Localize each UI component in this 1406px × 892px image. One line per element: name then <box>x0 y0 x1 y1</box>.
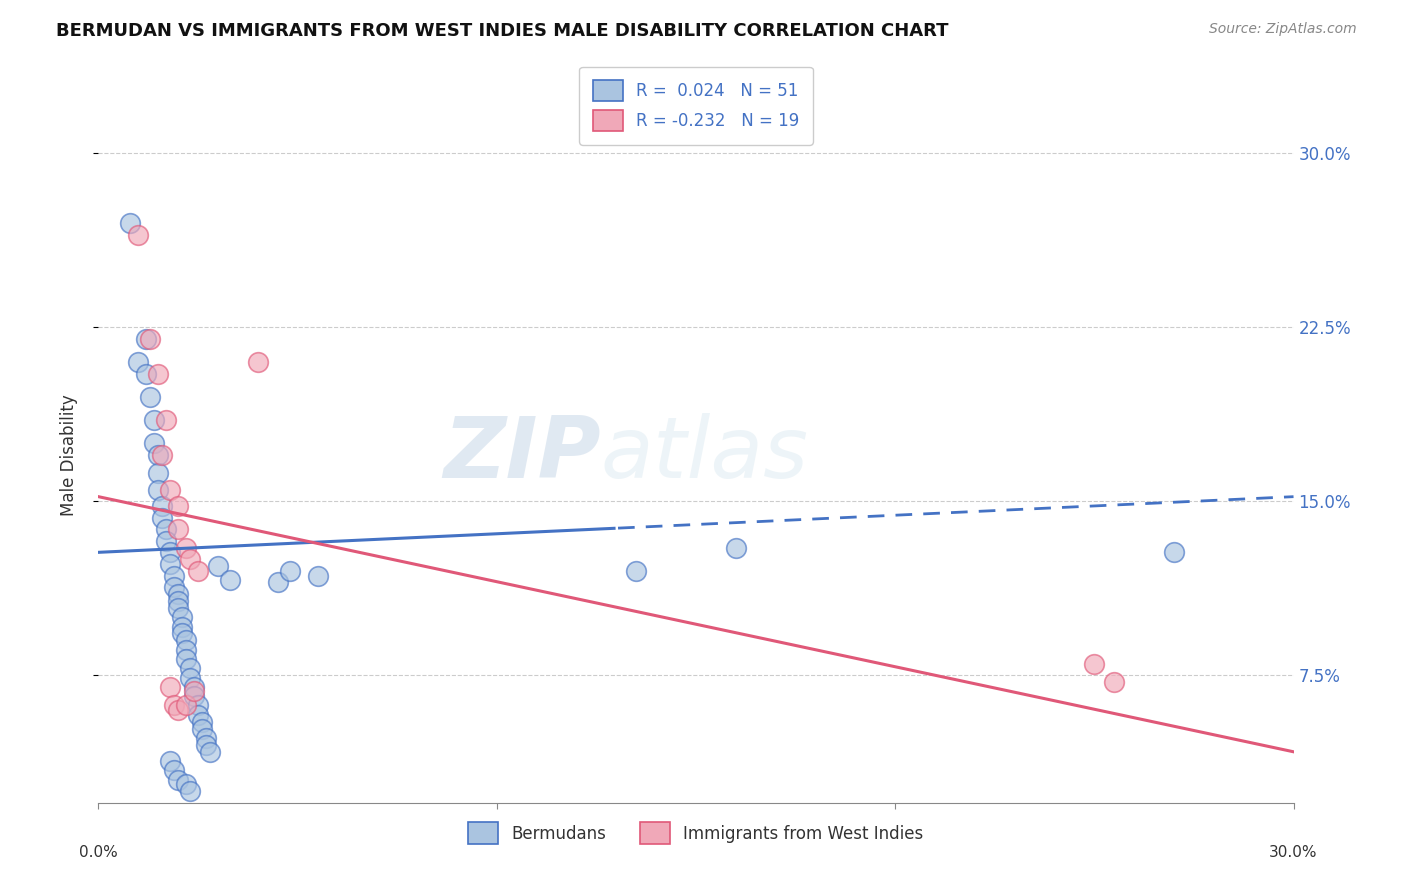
Point <box>172 626 194 640</box>
Point <box>183 689 205 703</box>
Point <box>307 568 329 582</box>
Point <box>1104 675 1126 690</box>
Text: ZIP: ZIP <box>443 413 600 497</box>
Point <box>155 413 177 427</box>
Legend: Bermudans, Immigrants from West Indies: Bermudans, Immigrants from West Indies <box>456 809 936 857</box>
Text: 30.0%: 30.0% <box>1270 845 1317 860</box>
Point <box>159 557 181 571</box>
Point <box>179 784 201 798</box>
Point <box>143 413 166 427</box>
Point <box>163 698 186 713</box>
Text: atlas: atlas <box>600 413 808 497</box>
Point <box>246 355 269 369</box>
Point <box>155 533 177 548</box>
Point <box>139 332 162 346</box>
Point <box>148 448 170 462</box>
Point <box>219 573 242 587</box>
Point <box>195 731 218 745</box>
Point <box>183 680 205 694</box>
Text: Source: ZipAtlas.com: Source: ZipAtlas.com <box>1209 22 1357 37</box>
Point <box>174 541 197 555</box>
Point <box>148 483 170 497</box>
Point <box>172 619 194 633</box>
Point <box>724 541 747 555</box>
Point <box>163 568 186 582</box>
Point <box>174 652 197 666</box>
Point <box>172 610 194 624</box>
Point <box>174 633 197 648</box>
Point <box>174 642 197 657</box>
Point <box>626 564 648 578</box>
Point <box>195 738 218 752</box>
Point <box>163 580 186 594</box>
Point <box>179 671 201 685</box>
Y-axis label: Male Disability: Male Disability <box>59 394 77 516</box>
Point <box>167 772 190 787</box>
Point <box>191 714 214 729</box>
Point <box>198 745 221 759</box>
Text: 0.0%: 0.0% <box>79 845 118 860</box>
Point <box>267 575 290 590</box>
Point <box>191 722 214 736</box>
Point <box>120 216 142 230</box>
Point <box>167 587 190 601</box>
Point <box>167 594 190 608</box>
Point <box>127 355 149 369</box>
Point <box>155 522 177 536</box>
Point <box>148 367 170 381</box>
Point <box>150 510 173 524</box>
Point <box>148 467 170 481</box>
Point <box>278 564 301 578</box>
Point <box>187 698 209 713</box>
Point <box>150 448 173 462</box>
Point <box>143 436 166 450</box>
Point <box>167 522 190 536</box>
Point <box>139 390 162 404</box>
Point <box>187 707 209 722</box>
Point <box>174 777 197 791</box>
Point <box>159 483 181 497</box>
Point <box>179 552 201 566</box>
Point <box>150 499 173 513</box>
Point <box>174 698 197 713</box>
Point <box>167 601 190 615</box>
Point <box>167 499 190 513</box>
Point <box>159 680 181 694</box>
Point <box>1083 657 1105 671</box>
Point <box>127 227 149 242</box>
Point <box>163 764 186 778</box>
Point <box>135 332 157 346</box>
Point <box>187 564 209 578</box>
Point <box>159 754 181 768</box>
Point <box>135 367 157 381</box>
Point <box>207 559 229 574</box>
Point <box>159 545 181 559</box>
Point <box>179 661 201 675</box>
Point <box>183 684 205 698</box>
Text: BERMUDAN VS IMMIGRANTS FROM WEST INDIES MALE DISABILITY CORRELATION CHART: BERMUDAN VS IMMIGRANTS FROM WEST INDIES … <box>56 22 949 40</box>
Point <box>167 703 190 717</box>
Point <box>1163 545 1185 559</box>
